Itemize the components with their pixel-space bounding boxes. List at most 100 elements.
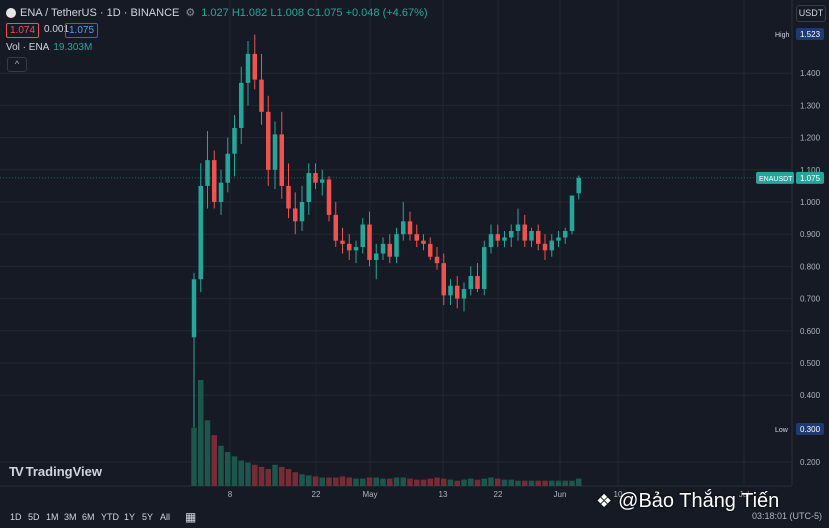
volume-bar bbox=[360, 478, 366, 486]
author-watermark: ❖ @Bảo Thắng Tiến bbox=[596, 490, 779, 513]
volume-bar bbox=[231, 456, 238, 486]
last-price-tag-bg bbox=[756, 171, 794, 184]
volume-bar bbox=[366, 477, 373, 486]
candle-body bbox=[394, 234, 399, 257]
volume-bar bbox=[319, 477, 325, 486]
volume-bar bbox=[353, 478, 359, 486]
volume-value: 19.303M bbox=[53, 42, 93, 53]
candle-body bbox=[421, 240, 426, 244]
last-price-badge: ENAUSDT 1.075 bbox=[756, 171, 824, 184]
volume-bar bbox=[306, 475, 312, 486]
symbol-title: ENA / TetherUS · 1D · BINANCE bbox=[20, 6, 180, 19]
price-tick-label: 0.500 bbox=[800, 359, 821, 368]
volume-bar bbox=[488, 477, 494, 486]
price-tick-label: 1.300 bbox=[800, 101, 821, 110]
price-tick-label: 1.400 bbox=[800, 69, 821, 78]
candle-body bbox=[340, 240, 345, 244]
volume-bar bbox=[312, 476, 319, 486]
candle-body bbox=[293, 208, 298, 222]
candle-body bbox=[428, 243, 433, 257]
candle-body bbox=[367, 224, 372, 260]
volume-bar bbox=[339, 476, 346, 486]
candle-body bbox=[299, 202, 305, 222]
volume-bar bbox=[414, 479, 420, 486]
candle-body bbox=[374, 253, 379, 260]
candle-body bbox=[313, 173, 318, 183]
candle-body bbox=[563, 230, 568, 238]
price-tick-label: 1.200 bbox=[800, 134, 821, 143]
candle-body bbox=[360, 224, 365, 248]
volume-label: Vol · ENA bbox=[6, 42, 50, 53]
candle-body bbox=[529, 230, 534, 241]
price-tick-label: 1.000 bbox=[800, 198, 821, 207]
currency-selector[interactable]: USDT bbox=[796, 5, 826, 22]
volume-bar bbox=[346, 477, 352, 486]
candle-body bbox=[448, 285, 453, 296]
range-ytd[interactable]: YTD bbox=[101, 512, 119, 522]
candle-body bbox=[272, 134, 278, 170]
volume-bar bbox=[400, 477, 406, 486]
volume-bar bbox=[225, 452, 231, 486]
range-3m[interactable]: 3M bbox=[64, 512, 77, 522]
calendar-icon[interactable]: ▦ bbox=[185, 510, 197, 524]
volume-bar bbox=[447, 479, 454, 486]
volume-bar bbox=[515, 480, 521, 486]
candle-body bbox=[239, 82, 244, 128]
ohlc-values: 1.027 H1.082 L1.008 C1.075 +0.048 (+4.67… bbox=[201, 6, 428, 19]
volume-bar bbox=[468, 478, 474, 486]
price-tick-label: 0.800 bbox=[800, 262, 821, 271]
time-tick-label: Jul bbox=[739, 490, 749, 499]
candle-body bbox=[495, 234, 500, 241]
range-1d[interactable]: 1D bbox=[10, 512, 22, 522]
candle-body bbox=[320, 179, 325, 183]
time-tick-label: 10 bbox=[614, 490, 623, 499]
candle-body bbox=[218, 182, 224, 202]
volume-bar bbox=[495, 478, 501, 486]
volume-bar bbox=[279, 466, 285, 486]
low-badge-value: 0.300 bbox=[800, 425, 821, 434]
binance-diamond-icon: ❖ bbox=[596, 491, 613, 511]
volume-bar bbox=[427, 478, 433, 486]
range-1y[interactable]: 1Y bbox=[124, 512, 136, 522]
candle-body bbox=[380, 243, 386, 254]
volume-bar bbox=[387, 478, 393, 486]
price-tick-label: 0.400 bbox=[800, 391, 821, 400]
range-1m[interactable]: 1M bbox=[46, 512, 59, 522]
range-6m[interactable]: 6M bbox=[82, 512, 95, 522]
volume-bar bbox=[461, 479, 467, 486]
low-badge-label: Low bbox=[775, 427, 789, 434]
volume-bar bbox=[549, 480, 555, 486]
collapse-legend-button[interactable]: ^ bbox=[7, 57, 27, 72]
chart-grid bbox=[0, 0, 793, 487]
volume-bar bbox=[373, 477, 379, 486]
candle-body bbox=[387, 243, 392, 257]
candle-body bbox=[266, 111, 271, 170]
volume-bar bbox=[265, 469, 271, 486]
time-tick-label: 22 bbox=[494, 490, 503, 499]
candle-body bbox=[225, 153, 230, 183]
volume-bar bbox=[522, 480, 528, 486]
symbol-header[interactable]: ENA / TetherUS · 1D · BINANCE ⚙ 1.027 H1… bbox=[6, 6, 428, 19]
volume-bar bbox=[191, 427, 197, 486]
candle-body bbox=[212, 160, 217, 202]
range-5y[interactable]: 5Y bbox=[142, 512, 154, 522]
range-5d[interactable]: 5D bbox=[28, 512, 40, 522]
candle-body bbox=[347, 243, 352, 251]
high-badge-bg bbox=[796, 28, 824, 40]
time-tick-label: 22 bbox=[312, 490, 321, 499]
candle-body bbox=[306, 173, 311, 202]
settings-gear-icon[interactable]: ⚙ bbox=[185, 7, 196, 19]
candle-body bbox=[455, 285, 460, 299]
buy-price-box[interactable]: 1.075 bbox=[65, 23, 99, 38]
tradingview-logo: TV TradingView bbox=[9, 464, 102, 479]
volume-bar bbox=[508, 479, 514, 486]
range-all[interactable]: All bbox=[160, 512, 171, 522]
time-tick-label: 13 bbox=[439, 490, 448, 499]
watermark-text: @Bảo Thắng Tiến bbox=[618, 490, 780, 512]
volume-bar bbox=[474, 479, 481, 486]
candle-body bbox=[245, 53, 251, 83]
sell-price-box[interactable]: 1.074 bbox=[6, 23, 40, 38]
tv-logo-text: TradingView bbox=[25, 464, 102, 479]
candle-body bbox=[191, 279, 197, 338]
